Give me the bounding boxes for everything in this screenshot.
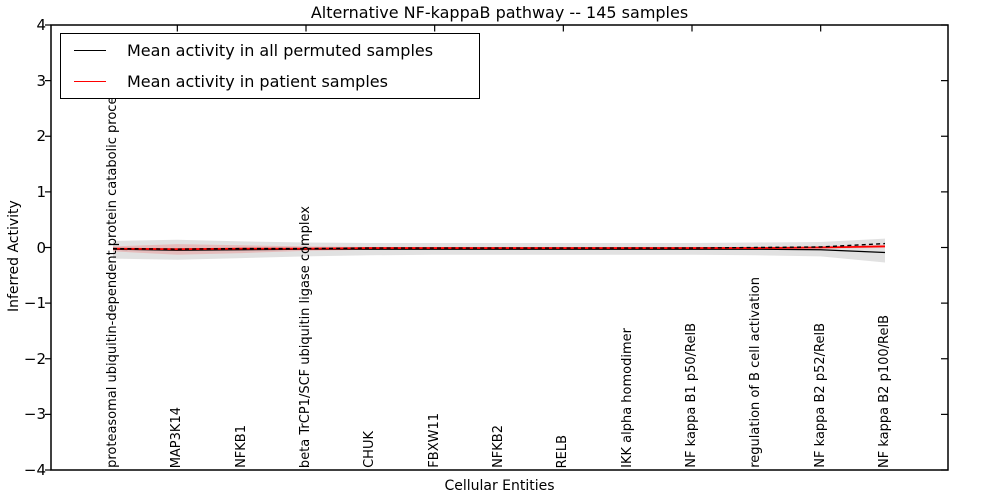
y-tick-label: −1 (23, 294, 46, 313)
x-tick-label: regulation of B cell activation (748, 277, 764, 468)
x-tick-label: MAP3K14 (169, 406, 185, 468)
y-tick-label: 2 (36, 127, 46, 146)
red-line-sample-icon (74, 81, 106, 82)
x-axis-title: Cellular Entities (444, 478, 555, 494)
line-Mean-activity-in-all-permuted-samples (112, 248, 886, 254)
legend-entry-permuted: Mean activity in all permuted samples (61, 37, 479, 65)
x-tick-label: CHUK (362, 431, 378, 468)
y-tick-label: −4 (23, 461, 46, 479)
black-line-sample-icon (74, 50, 106, 51)
x-tick-label: RELB (555, 434, 571, 468)
y-tick-label: 0 (36, 238, 46, 257)
y-tick-label: 3 (36, 71, 46, 90)
band-permuted-samples-spread (113, 238, 885, 263)
x-tick-label: proteasomal ubiquitin-dependent protein … (105, 83, 120, 468)
y-tick-label: 4 (36, 16, 46, 34)
legend-label-permuted: Mean activity in all permuted samples (127, 41, 434, 60)
x-tick-label: beta TrCP1/SCF ubiquitin ligase complex (298, 205, 313, 468)
x-tick-label: NF kappa B1 p50/RelB (684, 323, 699, 468)
chart-title: Alternative NF-kappaB pathway -- 145 sam… (310, 3, 689, 22)
x-tick-label: NF kappa B2 p100/RelB (877, 315, 892, 468)
legend-box: Mean activity in all permuted samples Me… (60, 33, 480, 99)
legend-entry-patient: Mean activity in patient samples (61, 68, 479, 96)
x-tick-label: FBXW11 (426, 413, 442, 468)
band-patient-samples-spread (113, 244, 885, 255)
line-patient-mean-dashed-overlay (112, 242, 886, 250)
x-tick-label: IKK alpha homodimer (619, 328, 635, 468)
y-tick-label: −2 (23, 349, 46, 368)
x-tick-label: NFKB1 (233, 425, 249, 468)
y-tick-label: −3 (23, 405, 46, 424)
legend-label-patient: Mean activity in patient samples (127, 72, 388, 91)
y-tick-label: 1 (36, 182, 46, 201)
x-tick-label: NF kappa B2 p52/RelB (812, 323, 828, 468)
x-tick-label: NFKB2 (491, 425, 506, 468)
